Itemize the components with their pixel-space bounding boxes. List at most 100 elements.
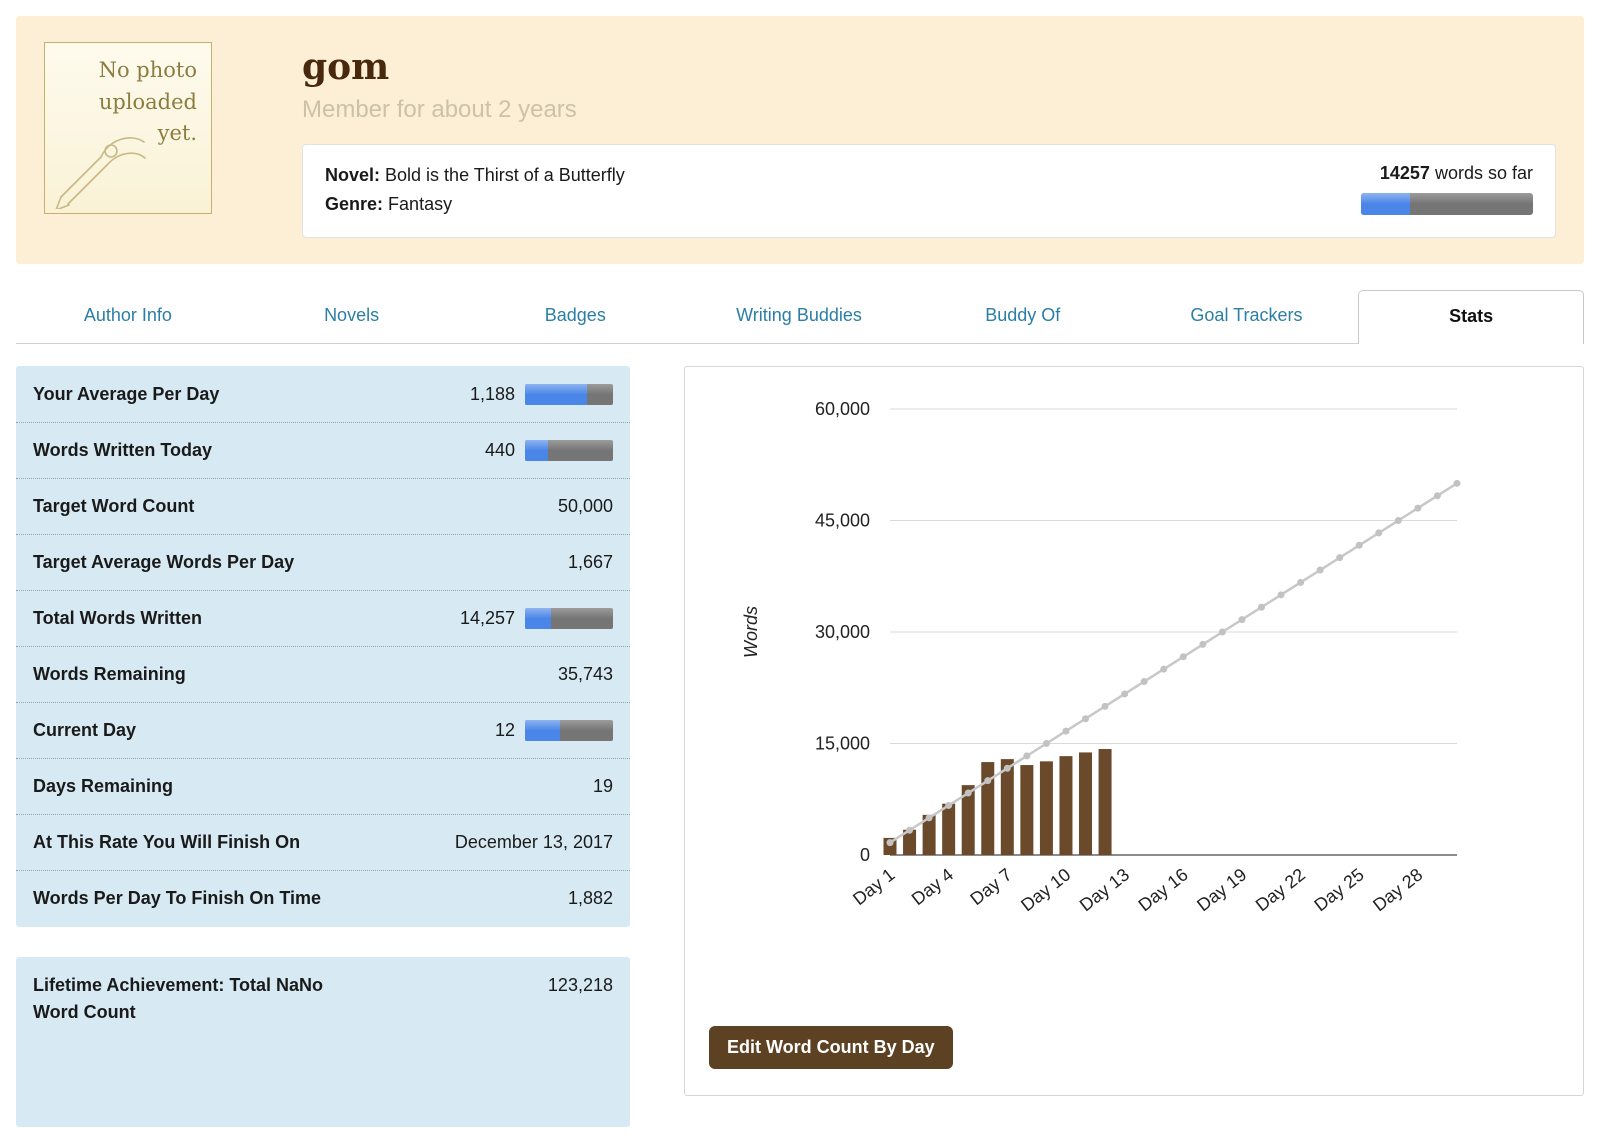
target-dot-day-20 bbox=[1257, 603, 1265, 611]
target-dot-day-17 bbox=[1199, 640, 1207, 648]
x-tick-label: Day 19 bbox=[1193, 864, 1250, 915]
stat-progress-fill bbox=[525, 440, 548, 461]
stat-value: 1,667 bbox=[333, 549, 613, 576]
tab-author-info[interactable]: Author Info bbox=[83, 305, 172, 325]
stat-label: Days Remaining bbox=[33, 776, 174, 796]
target-dot-day-10 bbox=[1062, 727, 1070, 735]
target-dot-day-3 bbox=[925, 814, 933, 822]
stat-progress-bar bbox=[525, 720, 613, 741]
words-count: 14257 bbox=[1379, 163, 1430, 183]
word-count-chart-panel: 0 15,000 30,000 45,000 60,000 Day 1 Day 4 Day 7… bbox=[684, 366, 1584, 1096]
y-tick-label: 45,000 bbox=[815, 511, 870, 531]
stats-column: Your Average Per Day 1,188 Words Written T… bbox=[16, 366, 630, 1127]
novel-title-line: Novel: Bold is the Thirst of a Butterfly bbox=[325, 161, 625, 190]
tab-novels[interactable]: Novels bbox=[324, 305, 380, 325]
target-dot-day-30 bbox=[1453, 479, 1461, 487]
stat-value-number: 19 bbox=[592, 776, 613, 796]
x-tick-label: Day 16 bbox=[1134, 864, 1191, 915]
profile-header: No photo uploaded yet. gom Member for ab… bbox=[16, 16, 1584, 264]
stat-value: 35,743 bbox=[333, 661, 613, 688]
header-main: gom Member for about 2 years Novel: Bold… bbox=[302, 42, 1556, 238]
target-dot-day-12 bbox=[1101, 702, 1109, 710]
stat-row: At This Rate You Will Finish On December … bbox=[16, 815, 630, 871]
stat-value-number: 1,667 bbox=[567, 552, 613, 572]
y-axis-title: Words bbox=[741, 606, 761, 658]
bar-day-8 bbox=[1020, 765, 1034, 855]
tab-buddy-of[interactable]: Buddy Of bbox=[985, 305, 1061, 325]
bar-day-11 bbox=[1079, 752, 1093, 855]
stat-label: At This Rate You Will Finish On bbox=[33, 832, 301, 852]
stat-value-number: 12 bbox=[494, 720, 515, 740]
target-dot-day-2 bbox=[906, 826, 914, 834]
target-dot-day-4 bbox=[945, 801, 953, 809]
bar-day-10 bbox=[1059, 756, 1073, 855]
membership-duration: Member for about 2 years bbox=[302, 96, 577, 123]
x-tick-label: Day 22 bbox=[1252, 864, 1309, 915]
x-tick-label: Day 10 bbox=[1017, 864, 1074, 915]
target-dot-day-25 bbox=[1355, 541, 1363, 549]
stat-row: Words Remaining 35,743 bbox=[16, 647, 630, 703]
words-so-far: 14257 words so far bbox=[1348, 163, 1533, 184]
stat-label: Your Average Per Day bbox=[33, 384, 220, 404]
stat-label: Target Word Count bbox=[33, 496, 195, 516]
novel-progress-bar bbox=[1361, 193, 1533, 215]
target-dot-day-8 bbox=[1023, 752, 1031, 760]
stats-panel: Your Average Per Day 1,188 Words Written T… bbox=[16, 366, 630, 927]
target-dot-day-29 bbox=[1433, 492, 1441, 500]
lifetime-row: Lifetime Achievement: Total NaNo Word Co… bbox=[16, 958, 630, 1040]
lifetime-value-cell: 123,218 bbox=[333, 972, 613, 999]
target-line bbox=[889, 482, 1458, 844]
stat-row: Current Day 12 bbox=[16, 703, 630, 759]
target-dot-day-18 bbox=[1218, 628, 1226, 636]
username: gom bbox=[302, 46, 390, 88]
target-dot-day-21 bbox=[1277, 591, 1285, 599]
stat-progress-fill bbox=[525, 608, 551, 629]
target-dot-day-5 bbox=[964, 789, 972, 797]
edit-word-count-button[interactable]: Edit Word Count By Day bbox=[709, 1026, 953, 1069]
stat-row: Target Average Words Per Day 1,667 bbox=[16, 535, 630, 591]
x-tick-label: Day 7 bbox=[966, 864, 1015, 909]
bar-day-3 bbox=[922, 814, 936, 855]
novel-title: Bold is the Thirst of a Butterfly bbox=[385, 165, 625, 185]
stat-row: Target Word Count 50,000 bbox=[16, 479, 630, 535]
stat-row: Total Words Written 14,257 bbox=[16, 591, 630, 647]
tab-badges[interactable]: Badges bbox=[544, 305, 606, 325]
target-dot-day-13 bbox=[1121, 690, 1129, 698]
y-tick-label: 60,000 bbox=[815, 399, 870, 419]
novel-info: Novel: Bold is the Thirst of a Butterfly… bbox=[325, 161, 625, 219]
tab-writing-buddies[interactable]: Writing Buddies bbox=[736, 305, 862, 325]
stat-value-number: 14,257 bbox=[459, 608, 515, 628]
target-dot-day-23 bbox=[1316, 566, 1324, 574]
novel-label: Novel: bbox=[325, 165, 381, 185]
bar-day-5 bbox=[961, 785, 975, 855]
target-dot-day-11 bbox=[1082, 715, 1090, 723]
stat-value-number: 1,188 bbox=[469, 384, 515, 404]
stat-progress-bar bbox=[525, 440, 613, 461]
stat-row: Words Per Day To Finish On Time 1,882 bbox=[16, 871, 630, 926]
x-tick-label: Day 25 bbox=[1310, 864, 1367, 915]
target-dot-day-6 bbox=[984, 777, 992, 785]
tab-stats[interactable]: Stats bbox=[1358, 290, 1585, 344]
bar-day-7 bbox=[1000, 759, 1014, 855]
target-dot-day-9 bbox=[1042, 740, 1050, 747]
tab-goal-trackers[interactable]: Goal Trackers bbox=[1190, 305, 1303, 325]
novel-progress-fill bbox=[1361, 193, 1411, 215]
stats-content: Your Average Per Day 1,188 Words Written T… bbox=[16, 366, 1584, 1127]
x-tick-label: Day 4 bbox=[908, 864, 957, 909]
y-tick-label: 0 bbox=[860, 845, 870, 865]
target-dot-day-19 bbox=[1238, 616, 1246, 624]
y-tick-label: 15,000 bbox=[815, 734, 870, 754]
stat-progress-bar bbox=[525, 384, 613, 405]
target-dot-day-16 bbox=[1179, 653, 1187, 661]
genre-value: Fantasy bbox=[388, 194, 453, 214]
stat-label: Words Written Today bbox=[33, 440, 213, 460]
word-count-chart: 0 15,000 30,000 45,000 60,000 Day 1 Day 4 Day 7… bbox=[741, 399, 1461, 915]
target-dot-day-7 bbox=[1003, 764, 1011, 772]
words-suffix: words so far bbox=[1429, 163, 1533, 183]
stat-label: Words Remaining bbox=[33, 664, 186, 684]
tab-bar: Author Info Novels Badges Writing Buddies Bu… bbox=[16, 290, 1585, 344]
target-dot-day-14 bbox=[1140, 678, 1148, 686]
target-dot-day-22 bbox=[1297, 578, 1305, 586]
stat-value-number: 1,882 bbox=[567, 888, 613, 908]
target-dot-day-15 bbox=[1160, 665, 1168, 673]
